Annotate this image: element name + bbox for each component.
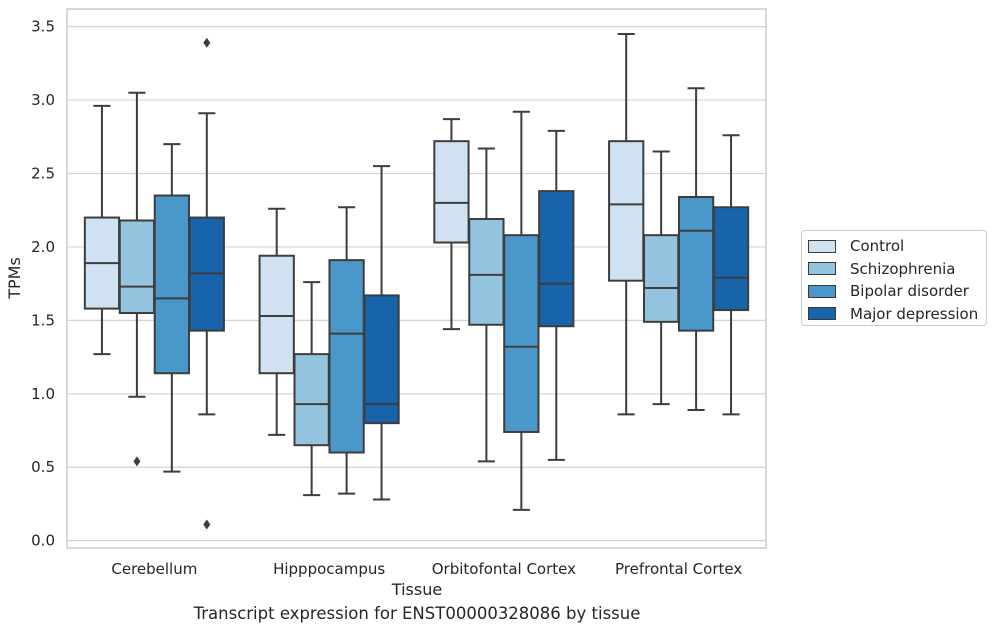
box-iqr [258,254,295,375]
legend-label-schizophrenia: Schizophrenia [850,259,956,278]
box-iqr [538,190,575,328]
y-tick-label: 3.5 [31,18,55,36]
box-iqr [153,194,190,375]
box-3-2 [677,87,715,411]
y-tick-labels: 0.0 0.5 1.0 1.5 2.0 2.5 3.0 3.5 [31,18,55,550]
outlier-point [203,37,211,48]
legend-label-control: Control [850,237,905,256]
legend-item-bipolar-disorder: Bipolar disorder [808,280,986,303]
box-iqr [503,234,540,433]
y-tick-label: 1.0 [31,385,55,403]
chart-caption: Transcript expression for ENST0000032808… [193,604,641,623]
box-iqr [608,140,645,282]
legend-item-schizophrenia: Schizophrenia [808,258,986,281]
box-2-0 [433,118,470,331]
y-tick-label: 0.5 [31,458,55,476]
box-1-2 [328,206,365,495]
legend-swatch-major-depression [808,307,836,321]
y-tick-label: 1.5 [31,311,55,329]
legend-item-major-depression: Major depression [808,303,986,326]
box-3-0 [608,32,645,416]
box-iqr [433,140,470,244]
box-series [83,32,750,530]
box-0-0 [83,104,121,356]
box-0-3 [188,37,225,530]
outlier-point [133,456,141,467]
box-3-3 [712,134,750,416]
x-tick-label: Hipppocampus [273,560,385,578]
box-iqr [468,218,505,326]
box-iqr [677,195,715,332]
legend-item-control: Control [808,235,986,258]
y-tick-label: 2.5 [31,164,55,182]
outlier-point [203,519,211,530]
x-tick-label: Prefrontal Cortex [615,560,742,578]
x-tick-label: Cerebellum [111,560,197,578]
box-0-1 [118,91,156,467]
box-3-1 [643,150,680,406]
y-tick-label: 3.0 [31,91,55,109]
box-iqr [328,259,365,454]
box-2-3 [538,129,575,461]
y-axis-label: TPMs [5,257,24,300]
box-iqr [118,219,156,315]
box-1-3 [363,165,400,501]
legend: Control Schizophrenia Bipolar disorder M… [801,230,987,326]
legend-swatch-control [808,239,836,253]
box-2-1 [468,147,505,463]
box-1-0 [258,207,295,436]
y-tick-label: 2.0 [31,238,55,256]
box-iqr [643,234,680,323]
legend-swatch-schizophrenia [808,262,836,276]
y-tick-label: 0.0 [31,532,55,550]
legend-swatch-bipolar-disorder [808,284,836,298]
legend-label-bipolar-disorder: Bipolar disorder [850,282,969,301]
x-axis-label: Tissue [391,580,442,599]
x-tick-label: Orbitofontal Cortex [432,560,576,578]
x-tick-labels: Cerebellum Hipppocampus Orbitofontal Corte… [111,560,742,578]
legend-label-major-depression: Major depression [850,304,979,323]
box-iqr [363,294,400,425]
box-2-2 [503,110,540,511]
box-iqr [712,206,750,312]
box-iqr [293,353,330,447]
